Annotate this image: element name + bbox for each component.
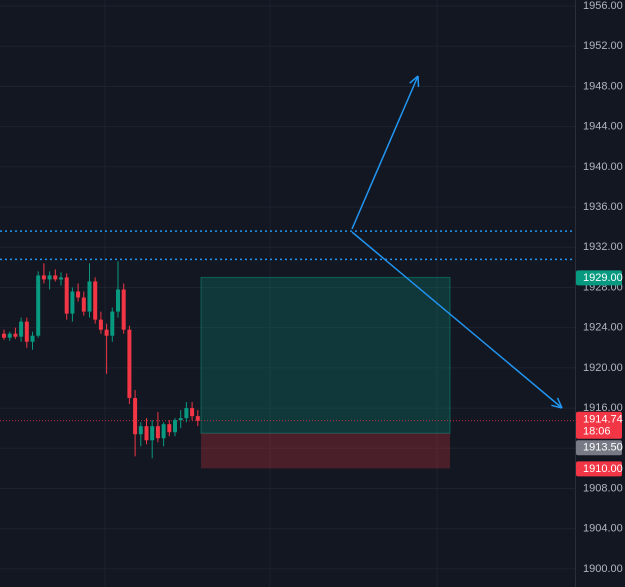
candle-body	[19, 321, 24, 337]
trend-arrow	[351, 231, 563, 409]
candle-body	[81, 297, 86, 312]
candle-body	[167, 424, 172, 433]
candle-body	[93, 281, 98, 320]
y-tick-label: 1956.00	[583, 0, 623, 12]
arrow-head	[551, 404, 563, 409]
price-tag	[576, 440, 622, 456]
y-tick-label: 1944.00	[583, 121, 623, 133]
y-tick-label: 1920.00	[583, 362, 623, 374]
candle-body	[133, 398, 138, 435]
y-tick-label: 1900.00	[583, 563, 623, 575]
y-tick-label: 1940.00	[583, 161, 623, 173]
y-tick-label: 1952.00	[583, 40, 623, 52]
price-tag	[576, 461, 622, 477]
candle-body	[173, 420, 177, 433]
candle-body	[150, 426, 155, 441]
candle-body	[195, 416, 200, 421]
candle-body	[7, 333, 12, 338]
candle-body	[161, 424, 166, 439]
y-tick-label: 1924.00	[583, 322, 623, 334]
candle-body	[116, 289, 120, 312]
arrow-head	[556, 397, 563, 409]
arrow-head	[409, 75, 419, 84]
candle-body	[47, 275, 52, 280]
position-loss-zone	[201, 433, 450, 469]
candle-body	[76, 291, 81, 298]
candle-body	[178, 418, 183, 421]
candle-body	[98, 319, 103, 330]
price-tag-label: 1910.00	[583, 463, 623, 475]
y-tick-label: 1916.00	[583, 402, 623, 414]
candle-body	[53, 275, 58, 280]
candle-body	[24, 321, 29, 342]
y-tick-label: 1948.00	[583, 80, 623, 92]
position-profit-zone	[200, 276, 451, 434]
candle-body	[190, 408, 195, 417]
last-price-label: 1914.74	[583, 414, 623, 426]
last-price-tag	[576, 411, 622, 439]
candle-body	[184, 408, 189, 419]
candle-body	[13, 333, 18, 337]
candle-body	[155, 426, 160, 439]
candle-body	[30, 335, 35, 342]
candle-body	[36, 275, 41, 336]
candle-body	[104, 329, 109, 336]
countdown-label: 18:06	[583, 426, 611, 438]
candle-body	[127, 329, 132, 399]
price-tag-label: 1913.50	[583, 442, 623, 454]
y-tick-label: 1932.00	[583, 241, 623, 253]
candle-body	[110, 311, 115, 336]
candle-body	[70, 291, 75, 314]
candle-body	[64, 277, 69, 314]
candle-body	[2, 333, 6, 338]
price-tag-label: 1929.00	[583, 272, 623, 284]
candle-body	[41, 275, 46, 280]
price-tag	[576, 270, 622, 286]
y-tick-label: 1908.00	[583, 482, 623, 494]
candle-body	[59, 277, 63, 280]
candle-body	[144, 426, 149, 441]
candle-body	[121, 289, 126, 330]
candle-body	[87, 281, 92, 312]
y-tick-label: 1904.00	[583, 523, 623, 535]
candle-body	[138, 426, 143, 435]
trend-arrow	[351, 75, 419, 230]
y-tick-label: 1936.00	[583, 201, 623, 213]
